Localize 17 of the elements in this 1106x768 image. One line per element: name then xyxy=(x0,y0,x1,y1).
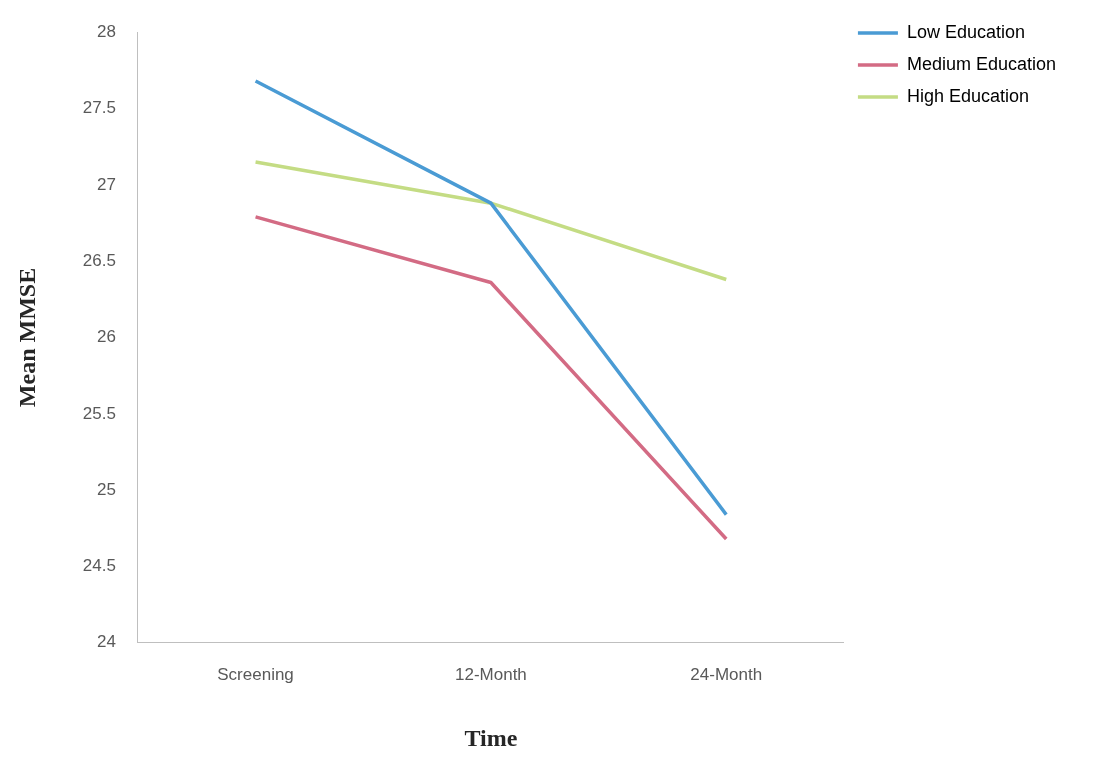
y-tick-label: 24.5 xyxy=(82,556,116,576)
y-tick-label: 27 xyxy=(96,174,116,194)
x-tick-label: 12-Month xyxy=(454,664,527,684)
legend-label: Low Education xyxy=(906,21,1026,42)
y-tick-label: 26.5 xyxy=(82,250,116,270)
y-axis-title: Mean MMSE xyxy=(13,267,40,408)
y-tick-label: 28 xyxy=(96,21,116,41)
x-tick-label: Screening xyxy=(217,664,294,684)
y-tick-label: 25 xyxy=(96,479,116,499)
x-tick-label: 24-Month xyxy=(690,664,763,684)
y-tick-label: 27.5 xyxy=(82,98,116,118)
legend-label: High Education xyxy=(906,85,1030,106)
x-axis-title: Time xyxy=(464,724,518,751)
y-tick-label: 26 xyxy=(96,327,116,347)
y-tick-label: 25.5 xyxy=(82,403,116,423)
legend-label: Medium Education xyxy=(906,53,1057,74)
y-tick-label: 24 xyxy=(96,632,116,652)
